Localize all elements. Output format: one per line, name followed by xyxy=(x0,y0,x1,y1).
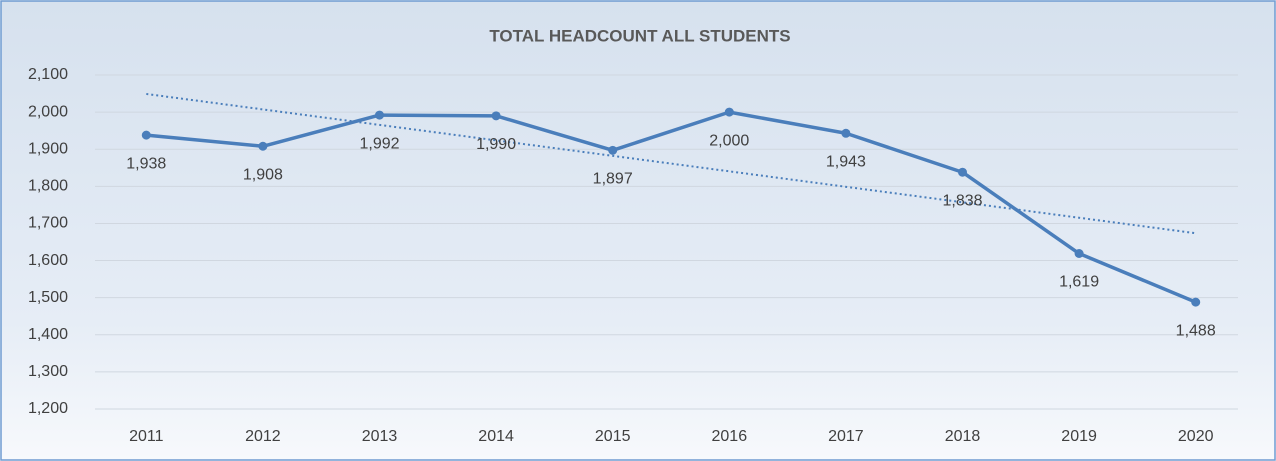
data-point xyxy=(608,145,618,155)
data-point xyxy=(258,141,268,151)
data-label: 1,908 xyxy=(243,166,283,183)
data-point xyxy=(491,111,501,121)
data-label: 1,488 xyxy=(1176,322,1216,339)
data-point xyxy=(141,130,151,140)
data-point xyxy=(1074,249,1084,259)
x-tick-label: 2020 xyxy=(1178,428,1214,445)
y-tick-label: 2,000 xyxy=(28,103,68,120)
y-tick-label: 1,300 xyxy=(28,363,68,380)
trend-line xyxy=(146,92,1196,235)
data-label: 1,897 xyxy=(593,171,633,188)
data-point xyxy=(1191,297,1201,307)
y-tick-label: 1,900 xyxy=(28,140,68,157)
data-line xyxy=(146,110,1197,304)
x-tick-label: 2019 xyxy=(1061,428,1097,445)
x-tick-label: 2013 xyxy=(362,428,398,445)
x-tick-label: 2011 xyxy=(129,428,164,445)
data-label: 1,990 xyxy=(476,136,516,153)
x-tick-label: 2018 xyxy=(945,428,981,445)
y-tick-label: 1,600 xyxy=(28,252,68,269)
chart-title: TOTAL HEADCOUNT ALL STUDENTS xyxy=(489,26,790,45)
x-tick-label: 2014 xyxy=(478,428,514,445)
y-tick-label: 2,100 xyxy=(28,66,68,83)
x-tick-label: 2015 xyxy=(595,428,631,445)
data-label: 1,938 xyxy=(126,155,166,172)
x-tick-label: 2012 xyxy=(245,428,281,445)
y-tick-label: 1,200 xyxy=(28,400,68,417)
y-tick-label: 1,700 xyxy=(28,215,68,232)
data-label: 1,992 xyxy=(359,135,399,152)
x-tick-label: 2017 xyxy=(828,428,864,445)
x-tick-label: 2016 xyxy=(712,428,748,445)
data-point xyxy=(724,107,734,117)
data-point xyxy=(375,110,384,120)
data-label: 1,943 xyxy=(826,153,866,170)
data-point xyxy=(958,167,967,177)
data-label: 2,000 xyxy=(709,132,749,149)
y-tick-label: 1,500 xyxy=(28,289,68,306)
y-tick-label: 1,800 xyxy=(28,178,68,195)
data-point xyxy=(841,128,851,138)
data-label: 1,838 xyxy=(942,192,982,209)
y-tick-label: 1,400 xyxy=(28,326,68,343)
data-label: 1,619 xyxy=(1059,274,1099,291)
